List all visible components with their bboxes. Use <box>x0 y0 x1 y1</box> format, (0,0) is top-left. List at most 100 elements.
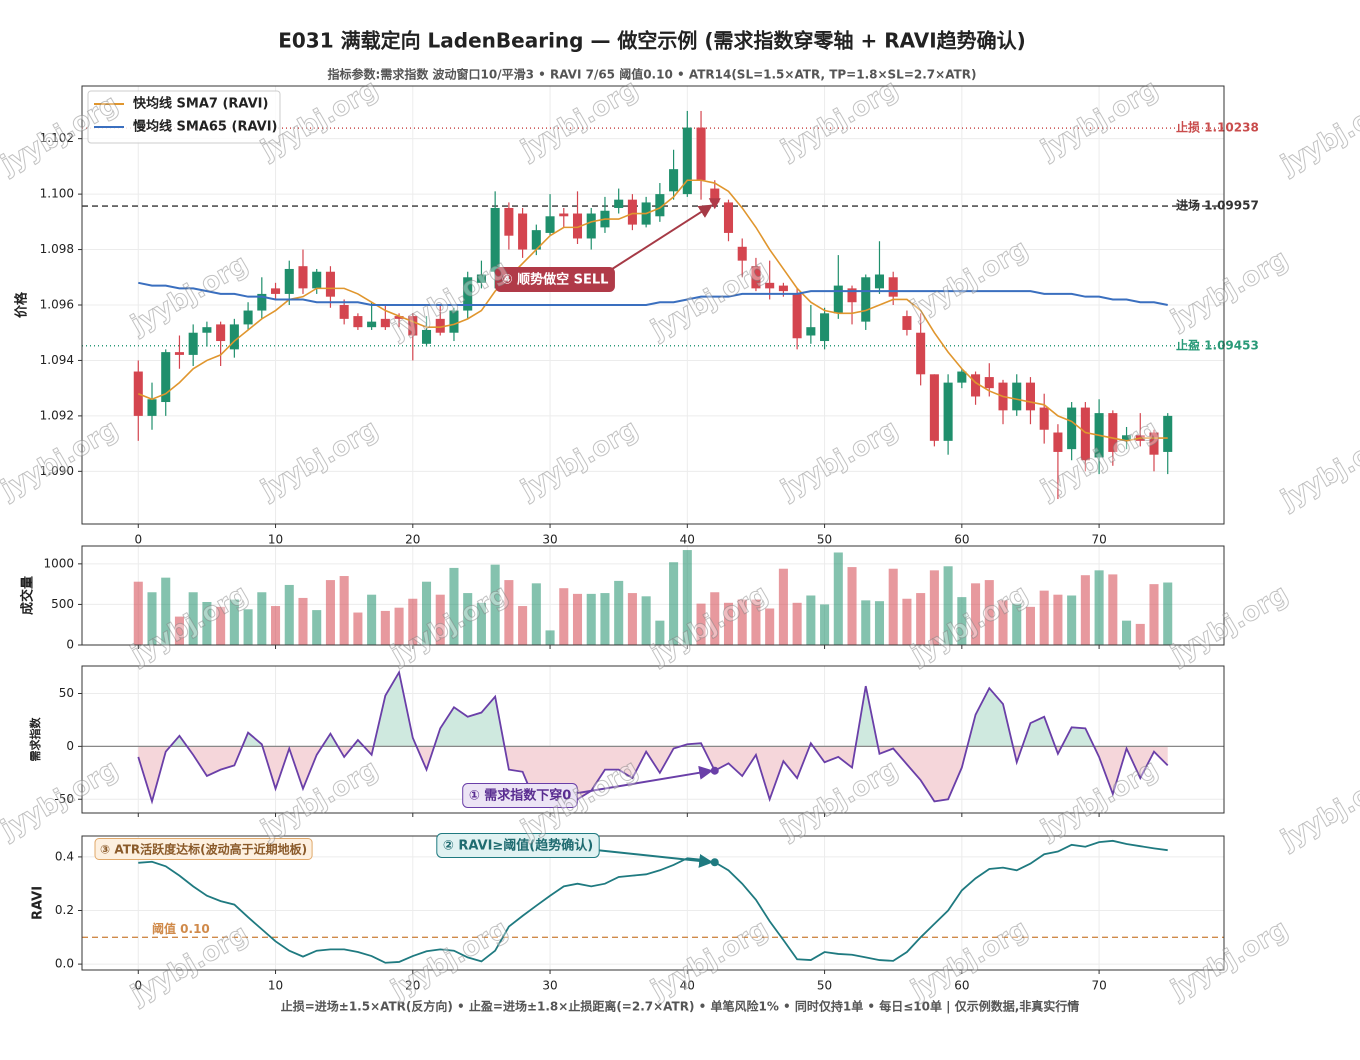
candle-body <box>669 169 679 192</box>
volume-bar <box>765 608 775 645</box>
candle-body <box>765 282 775 289</box>
x-tick-label: 0 <box>134 979 142 993</box>
candle-body <box>833 285 843 314</box>
volume-bar <box>133 581 143 645</box>
candle-body <box>1025 382 1035 411</box>
volume-bar <box>243 609 253 645</box>
candle-body <box>1163 415 1173 452</box>
candle-body <box>737 246 747 261</box>
volume-bar <box>257 592 267 645</box>
volume-bar <box>957 597 967 645</box>
volume-bar <box>1122 620 1132 645</box>
note-label: ③ ATR活跃度达标(波动高于近期地板) <box>100 842 307 857</box>
watermark: jyybj.org <box>1275 89 1360 180</box>
candle-body <box>586 213 596 239</box>
volume-bar <box>504 580 514 645</box>
candle-body <box>971 374 981 397</box>
candle-body <box>778 285 788 292</box>
candle-body <box>1039 407 1049 430</box>
y-axis-label: 需求指数 <box>28 717 42 762</box>
candle-body <box>408 316 418 336</box>
annotation-label: ① 需求指数下穿0 <box>469 788 572 804</box>
y-tick-label: 0 <box>66 638 74 652</box>
candle-body <box>861 277 871 322</box>
x-tick-label: 20 <box>405 979 420 993</box>
volume-bar <box>545 630 555 645</box>
candle-body <box>161 352 171 403</box>
x-tick-label: 40 <box>680 533 695 547</box>
chart-title: E031 满载定向 LadenBearing — 做空示例 (需求指数穿零轴 +… <box>278 29 1026 53</box>
y-tick-label: 1.094 <box>40 353 74 367</box>
volume-bar <box>820 604 830 645</box>
volume-bar <box>710 592 720 645</box>
candle-body <box>1122 435 1132 441</box>
volume-bar <box>1108 574 1118 645</box>
candle-body <box>888 277 898 297</box>
volume-bar <box>367 594 377 645</box>
x-tick-label: 50 <box>817 979 832 993</box>
indicator-line <box>137 669 1169 809</box>
candle-body <box>531 230 541 250</box>
candle-body <box>394 316 404 319</box>
volume-bar <box>325 580 335 645</box>
volume-bar <box>229 599 239 645</box>
y-tick-label: 1.092 <box>40 408 74 422</box>
candle-body <box>696 127 706 181</box>
watermark: jyybj.org <box>1275 424 1360 515</box>
panel-frame <box>81 665 1225 814</box>
volume-bar <box>984 580 994 645</box>
volume-bar <box>408 598 418 645</box>
annotation-arrow <box>594 204 713 281</box>
candle-body <box>476 274 486 283</box>
x-tick-label: 0 <box>134 533 142 547</box>
watermark: jyybj.org <box>385 254 513 345</box>
volume-bar <box>463 593 473 645</box>
volume-bar <box>723 602 734 645</box>
candle-body <box>133 371 143 416</box>
volume-bar <box>435 594 445 645</box>
y-tick-label: 1.100 <box>40 187 74 201</box>
volume-bar <box>586 593 596 645</box>
footnote: 止损=进场±1.5×ATR(反方向) • 止盈=进场±1.8×止损距离(=2.7… <box>281 999 1080 1014</box>
candle-body <box>188 332 198 355</box>
legend-label: 慢均线 SMA65 (RAVI) <box>133 119 277 135</box>
volume-bar <box>1025 606 1035 645</box>
volume-bar <box>394 607 404 645</box>
candle-body <box>957 371 967 383</box>
volume-bar <box>188 592 198 645</box>
note-box <box>94 838 313 860</box>
volume-bar <box>1149 584 1159 645</box>
candle-body <box>1053 432 1063 452</box>
watermark: jyybj.org <box>645 914 773 1005</box>
volume-bar <box>339 576 349 645</box>
volume-bar <box>833 552 843 645</box>
x-tick-label: 30 <box>542 533 557 547</box>
legend-label: 快均线 SMA7 (RAVI) <box>133 96 268 112</box>
candle-body <box>490 207 500 272</box>
candle-body <box>820 313 830 342</box>
volume-bar <box>1080 575 1090 645</box>
candle-body <box>435 318 445 333</box>
volume-bar <box>1163 582 1173 645</box>
ma-line <box>137 179 1168 442</box>
volume-bar <box>627 593 637 645</box>
y-tick-label: 50 <box>59 686 74 700</box>
candle-body <box>847 288 857 303</box>
volume-bar <box>682 550 692 645</box>
candle-body <box>353 316 363 328</box>
volume-bar <box>861 600 871 645</box>
annotation-box <box>462 783 578 808</box>
volume-bar <box>147 592 157 645</box>
annotation-label: ② RAVI≥阈值(趋势确认) <box>443 838 593 854</box>
volume-bar <box>518 606 528 645</box>
watermark: jyybj.org <box>0 754 123 845</box>
candle-body <box>312 271 322 289</box>
indicator-line <box>138 839 1168 964</box>
candle-body <box>202 327 212 333</box>
candle-body <box>723 202 734 233</box>
volume-bar <box>669 562 679 645</box>
volume-bar <box>449 567 459 645</box>
volume-bar <box>1135 623 1145 645</box>
level-label: 止盈 1.09453 <box>1176 337 1259 352</box>
volume-bar <box>572 593 583 645</box>
